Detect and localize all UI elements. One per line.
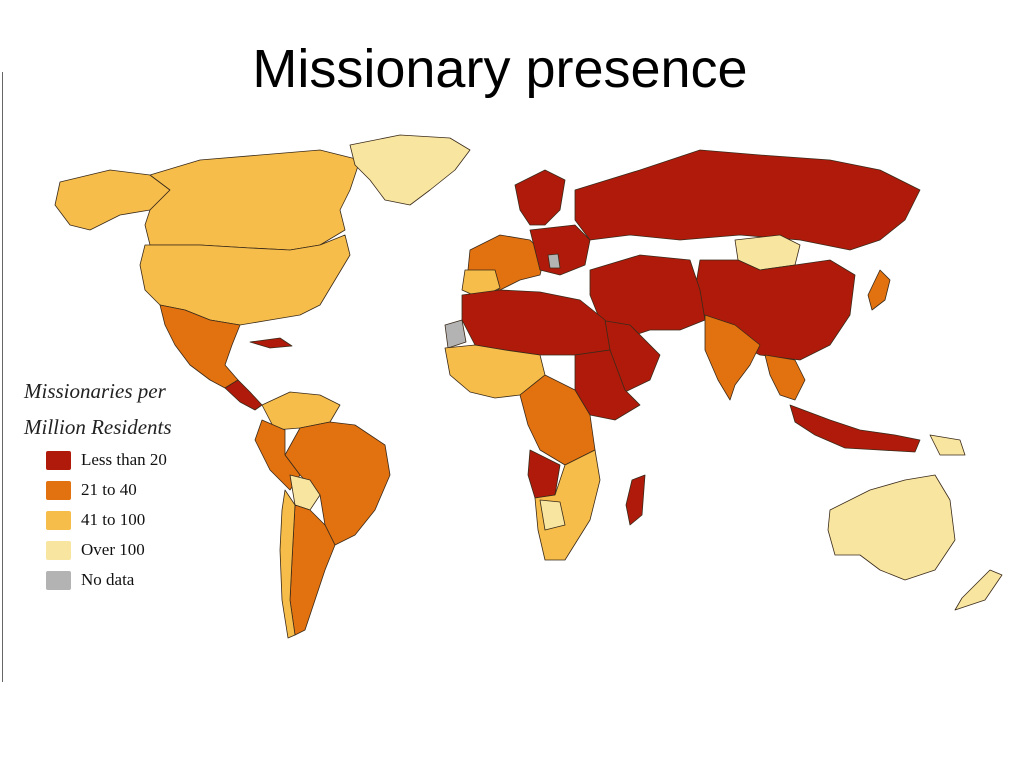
- legend-swatch: [46, 540, 71, 560]
- region-bolivia: [289, 474, 321, 511]
- legend-swatch: [46, 570, 71, 590]
- region-alaska: [54, 169, 171, 231]
- legend-item-less-than-20: Less than 20: [24, 445, 224, 475]
- map-legend: Missionaries per Million Residents Less …: [24, 373, 224, 595]
- legend-label: Less than 20: [81, 450, 167, 469]
- legend-swatch: [46, 510, 71, 530]
- region-australia: [827, 474, 956, 581]
- region-eastern-europe: [529, 224, 591, 276]
- region-india: [704, 314, 761, 401]
- legend-title-line-1: Missionaries per: [24, 379, 166, 403]
- legend-label: 41 to 100: [81, 510, 146, 529]
- region-scandinavia: [514, 169, 566, 226]
- world-choropleth-map: [54, 134, 1003, 639]
- legend-item-21-to-40: 21 to 40: [24, 475, 224, 505]
- region-canada: [144, 149, 361, 251]
- region-japan: [867, 269, 891, 311]
- region-western-sahara: [444, 319, 467, 349]
- left-divider-line: [2, 72, 3, 682]
- legend-label: Over 100: [81, 540, 145, 559]
- legend-label: 21 to 40: [81, 480, 137, 499]
- region-north-africa: [461, 289, 611, 356]
- legend-label: No data: [81, 570, 135, 589]
- region-balkans: [547, 253, 561, 269]
- region-cuba: [249, 337, 293, 349]
- region-png: [929, 434, 966, 456]
- region-central-america: [224, 379, 263, 411]
- region-madagascar: [625, 474, 646, 526]
- legend-swatch: [46, 480, 71, 500]
- region-indonesia: [789, 404, 921, 453]
- region-russia: [574, 149, 921, 251]
- region-greenland: [349, 134, 471, 206]
- legend-item-41-to-100: 41 to 100: [24, 505, 224, 535]
- slide-title: Missionary presence: [252, 39, 748, 99]
- legend-item-over-100: Over 100: [24, 535, 224, 565]
- region-middle-east-central-asia: [589, 254, 706, 341]
- region-southern-africa: [534, 449, 601, 561]
- legend-title-line-2: Million Residents: [24, 415, 172, 439]
- region-chile: [279, 489, 296, 639]
- region-botswana: [539, 499, 566, 531]
- legend-swatch: [46, 450, 71, 470]
- region-new-zealand: [954, 569, 1003, 611]
- legend-item-no-data: No data: [24, 565, 224, 595]
- region-united-states: [139, 234, 351, 326]
- region-southeast-asia: [764, 354, 806, 401]
